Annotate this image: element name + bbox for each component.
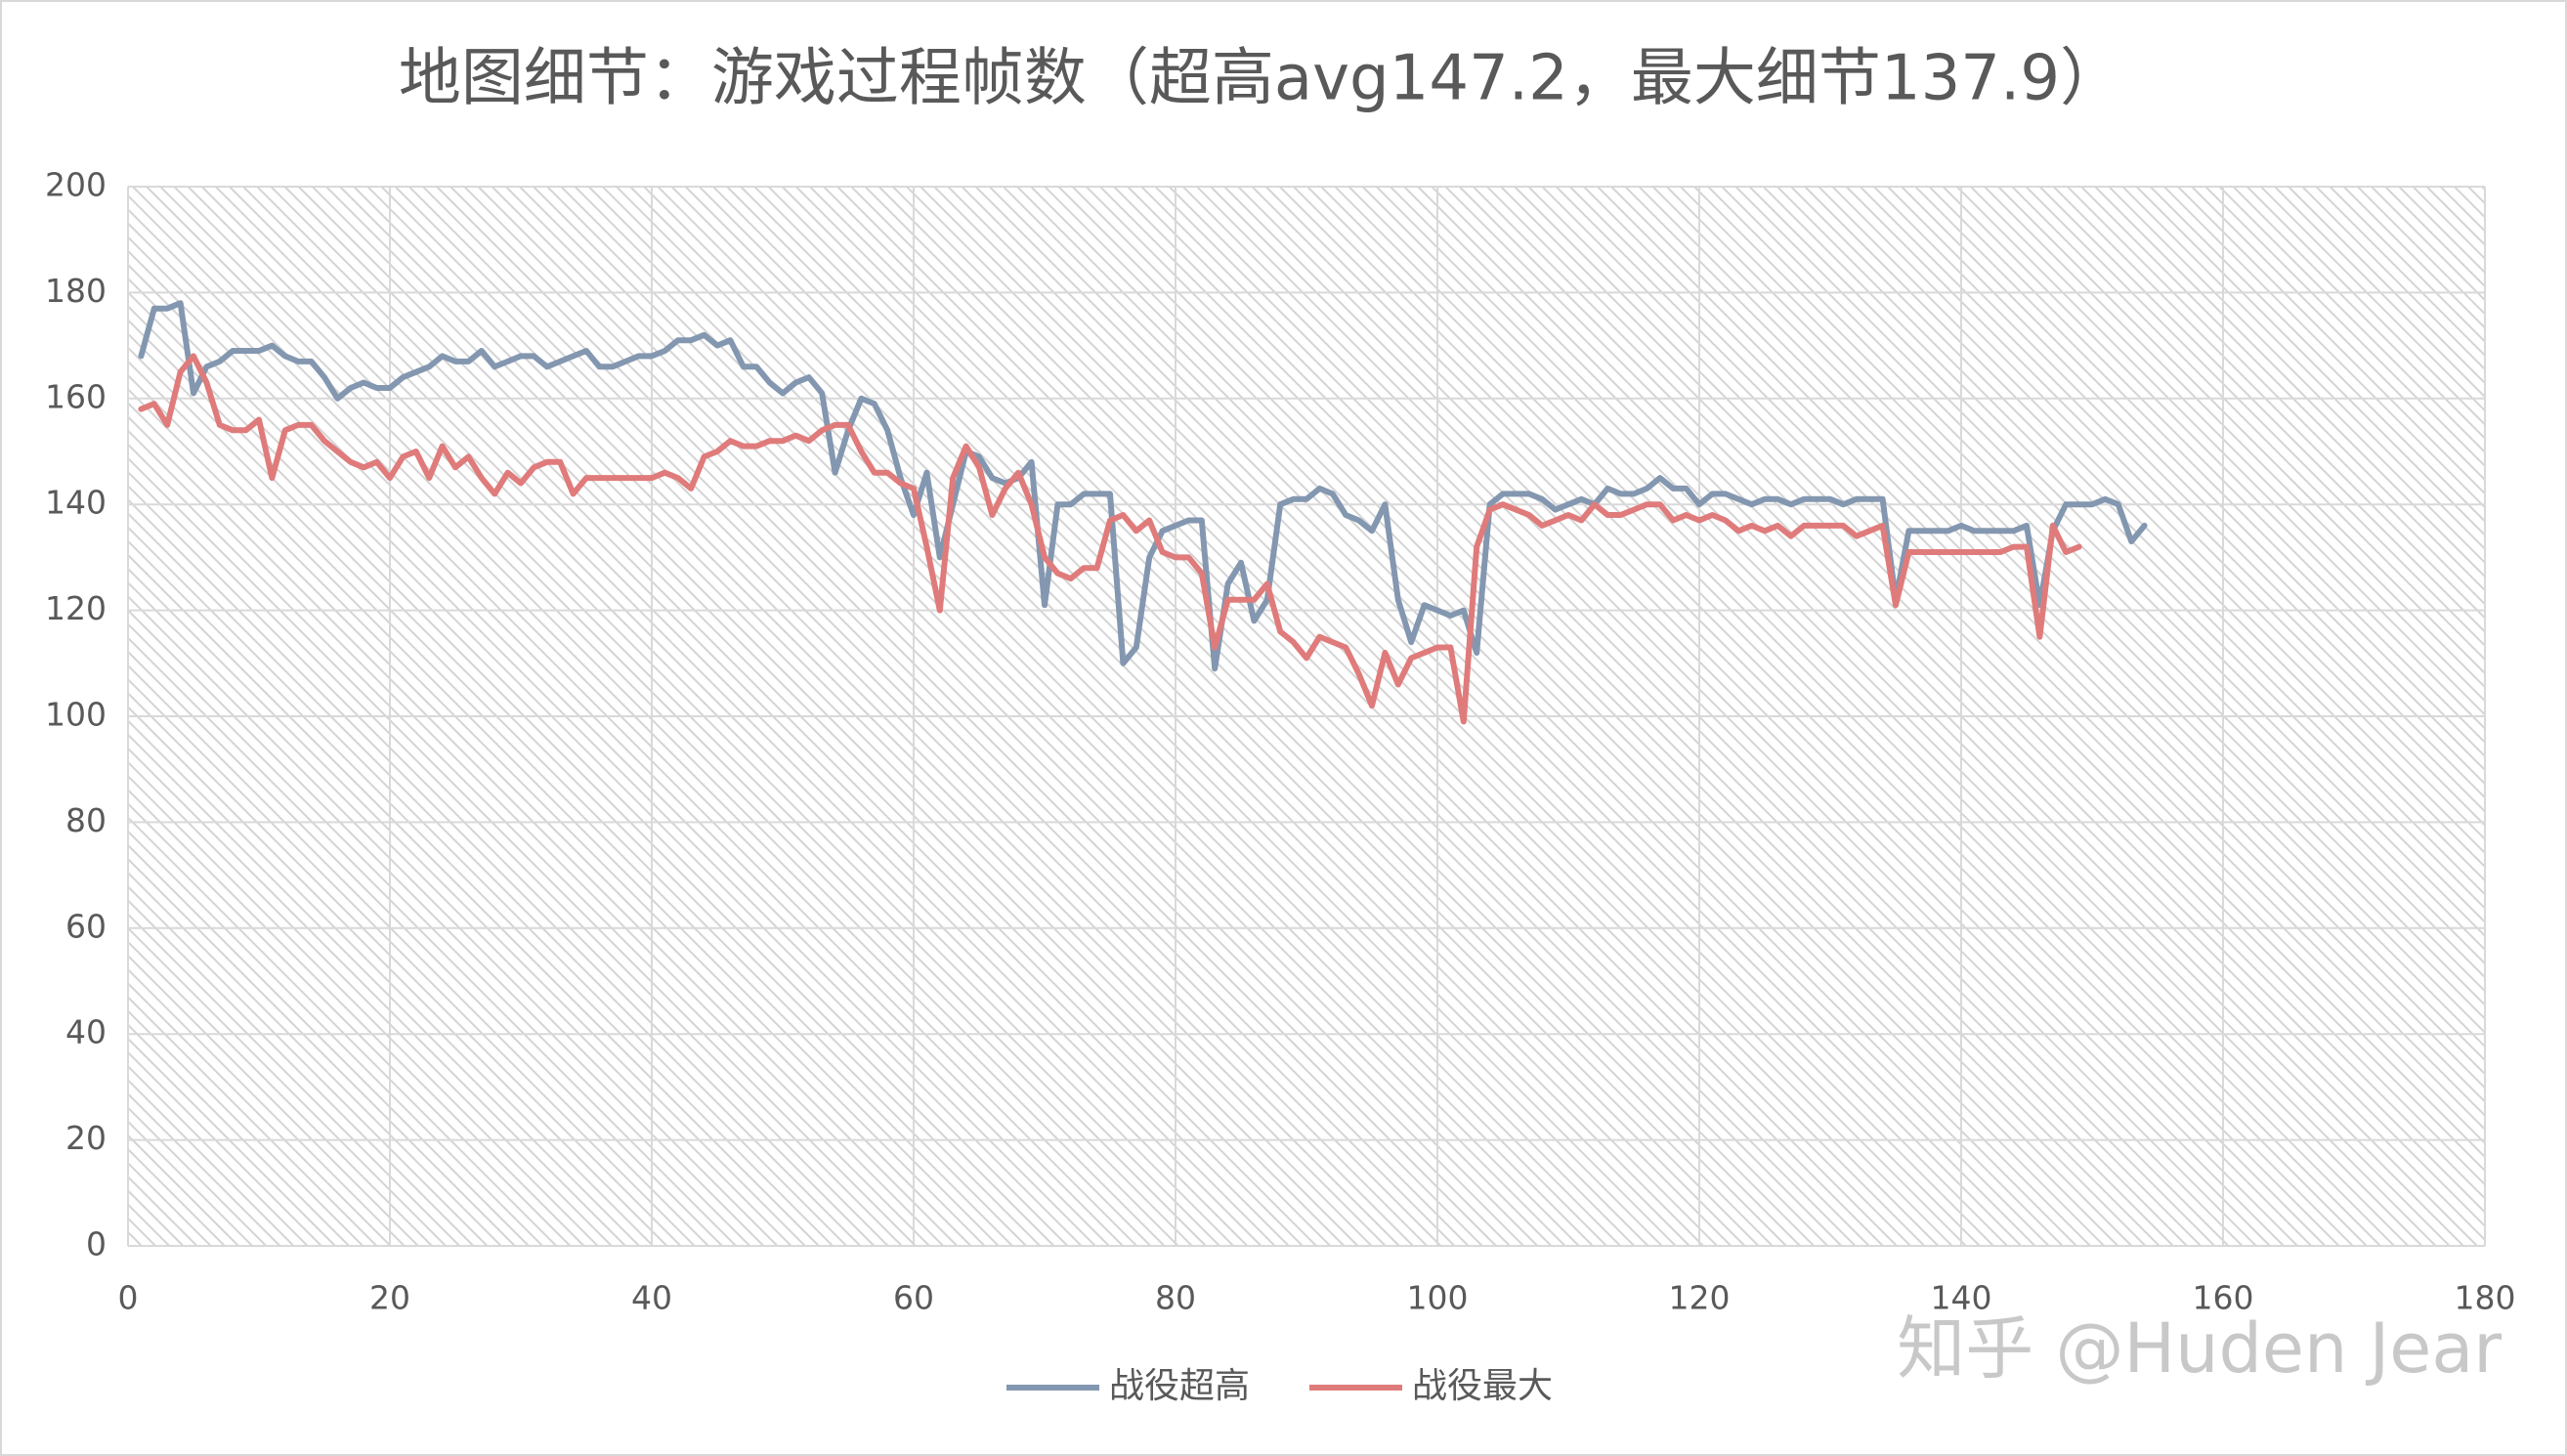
y-tick-label: 20 bbox=[65, 1119, 107, 1157]
line-series bbox=[138, 300, 2148, 672]
x-tick-label: 80 bbox=[1155, 1279, 1196, 1317]
y-tick-label: 100 bbox=[45, 696, 107, 734]
line-series bbox=[138, 353, 2082, 725]
x-tick-label: 0 bbox=[118, 1279, 139, 1317]
x-tick-label: 40 bbox=[631, 1279, 672, 1317]
y-tick-label: 120 bbox=[45, 589, 107, 627]
x-tick-label: 140 bbox=[1931, 1279, 1992, 1317]
x-tick-label: 20 bbox=[369, 1279, 410, 1317]
x-tick-label: 100 bbox=[1407, 1279, 1469, 1317]
x-tick-label: 180 bbox=[2455, 1279, 2516, 1317]
y-tick-label: 80 bbox=[65, 801, 107, 839]
y-tick-label: 180 bbox=[45, 272, 107, 310]
x-tick-label: 160 bbox=[2193, 1279, 2254, 1317]
y-tick-label: 200 bbox=[45, 166, 107, 204]
y-tick-label: 140 bbox=[45, 484, 107, 522]
chart-title: 地图细节：游戏过程帧数（超高avg147.2，最大细节137.9） bbox=[399, 43, 2122, 115]
legend-label: 战役超高 bbox=[1109, 1366, 1250, 1406]
y-tick-label: 60 bbox=[65, 907, 107, 945]
legend-label: 战役最大 bbox=[1412, 1366, 1553, 1406]
x-tick-label: 120 bbox=[1669, 1279, 1731, 1317]
y-tick-label: 160 bbox=[45, 377, 107, 415]
y-tick-label: 0 bbox=[86, 1225, 107, 1263]
x-tick-label: 60 bbox=[893, 1279, 934, 1317]
y-tick-label: 40 bbox=[65, 1013, 107, 1051]
watermark: 知乎 @Huden Jear bbox=[1897, 1308, 2502, 1389]
